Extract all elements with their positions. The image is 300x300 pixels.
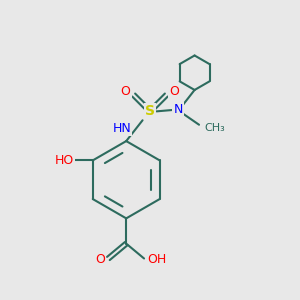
Text: O: O (170, 85, 180, 98)
Text: HN: HN (112, 122, 131, 135)
Text: O: O (120, 85, 130, 98)
Text: O: O (95, 254, 105, 266)
Text: HO: HO (55, 154, 74, 167)
Text: CH₃: CH₃ (204, 123, 225, 133)
Text: S: S (145, 104, 155, 118)
Text: N: N (173, 103, 183, 116)
Text: OH: OH (147, 254, 166, 266)
